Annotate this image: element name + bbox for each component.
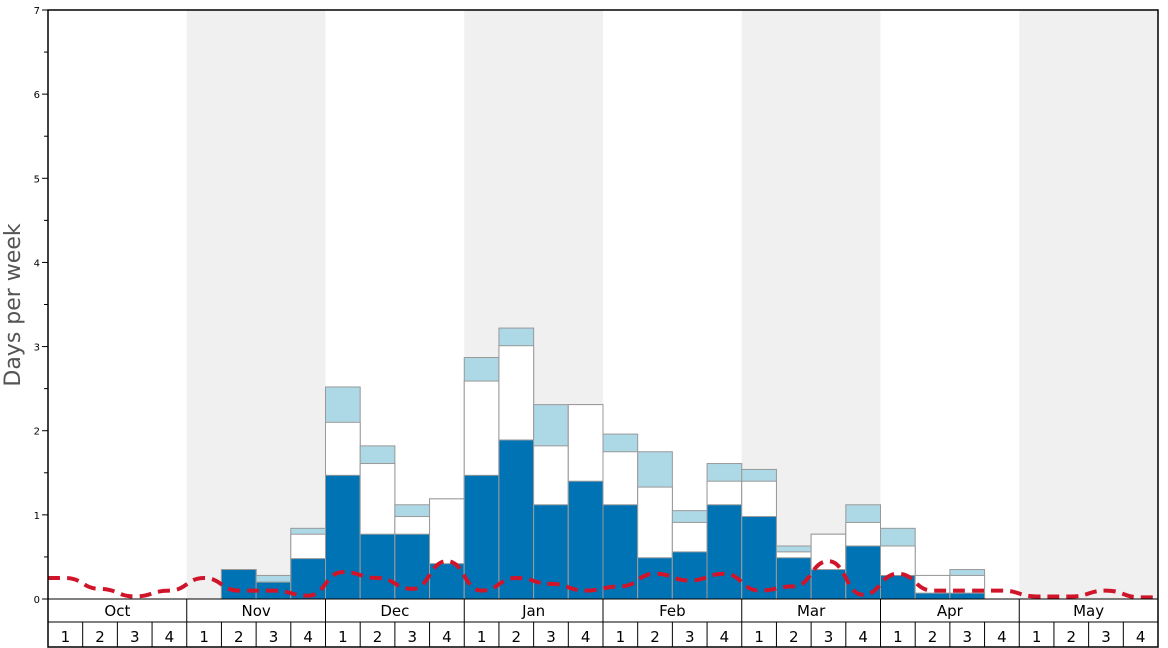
bar	[220, 569, 257, 600]
week-label: 1	[1032, 628, 1042, 646]
bar	[567, 480, 604, 600]
y-tick-label: 4	[34, 258, 40, 269]
bar	[325, 474, 361, 600]
week-label: 1	[61, 628, 71, 646]
month-label: Nov	[241, 602, 270, 620]
bar	[949, 592, 986, 600]
bar	[671, 551, 708, 600]
week-label: 3	[685, 628, 695, 646]
week-label: 2	[512, 628, 522, 646]
week-label: 1	[199, 628, 209, 646]
week-label: 4	[581, 628, 591, 646]
month-shading	[186, 10, 1158, 599]
bar	[914, 592, 951, 600]
week-label: 3	[962, 628, 972, 646]
month-shade	[186, 10, 326, 599]
week-label: 4	[720, 628, 730, 646]
bar	[706, 504, 743, 600]
month-label: Mar	[797, 602, 826, 620]
y-tick-label: 2	[34, 427, 40, 438]
week-label: 3	[269, 628, 279, 646]
bar	[359, 533, 396, 600]
month-label: Jan	[521, 602, 545, 620]
week-label: 2	[234, 628, 244, 646]
week-label: 2	[1067, 628, 1077, 646]
month-label: Apr	[937, 602, 964, 620]
month-label: May	[1073, 602, 1104, 620]
bar	[741, 516, 777, 600]
month-shade	[1019, 10, 1158, 599]
axes: 0 1 2 3 4 5 6 7 Oct 1 2 3 4 Nov 1 2 3 4 Dec 1 2 3 4 Jan 1 2 3 4 Feb 1…	[34, 6, 1159, 648]
week-label: 1	[477, 628, 487, 646]
y-tick-label: 6	[34, 90, 40, 101]
bar	[498, 439, 535, 600]
week-label: 3	[407, 628, 417, 646]
y-tick-label: 0	[34, 595, 40, 606]
week-label: 3	[546, 628, 556, 646]
y-tick-label: 3	[34, 343, 40, 354]
y-tick-label: 7	[34, 6, 40, 17]
week-label: 4	[858, 628, 868, 646]
average-line	[48, 559, 1158, 600]
month-label: Oct	[104, 602, 130, 620]
week-label: 2	[373, 628, 383, 646]
y-tick-label: 5	[34, 174, 40, 185]
week-label: 3	[130, 628, 140, 646]
week-label: 4	[997, 628, 1007, 646]
week-label: 2	[650, 628, 660, 646]
week-label: 4	[442, 628, 452, 646]
y-axis-label: Days per week	[1, 223, 26, 386]
week-label: 4	[303, 628, 313, 646]
week-label: 3	[824, 628, 834, 646]
week-label: 2	[928, 628, 938, 646]
y-tick-label: 1	[34, 511, 40, 522]
week-label: 1	[338, 628, 348, 646]
week-label: 1	[616, 628, 626, 646]
average-line-path	[48, 559, 1158, 600]
bar	[810, 569, 847, 600]
month-label: Dec	[380, 602, 409, 620]
week-label: 2	[95, 628, 105, 646]
week-label: 3	[1101, 628, 1111, 646]
week-label: 4	[1136, 628, 1146, 646]
week-label: 1	[893, 628, 903, 646]
month-label: Feb	[659, 602, 686, 620]
week-label: 1	[754, 628, 764, 646]
week-label: 4	[165, 628, 175, 646]
week-label: 2	[789, 628, 799, 646]
